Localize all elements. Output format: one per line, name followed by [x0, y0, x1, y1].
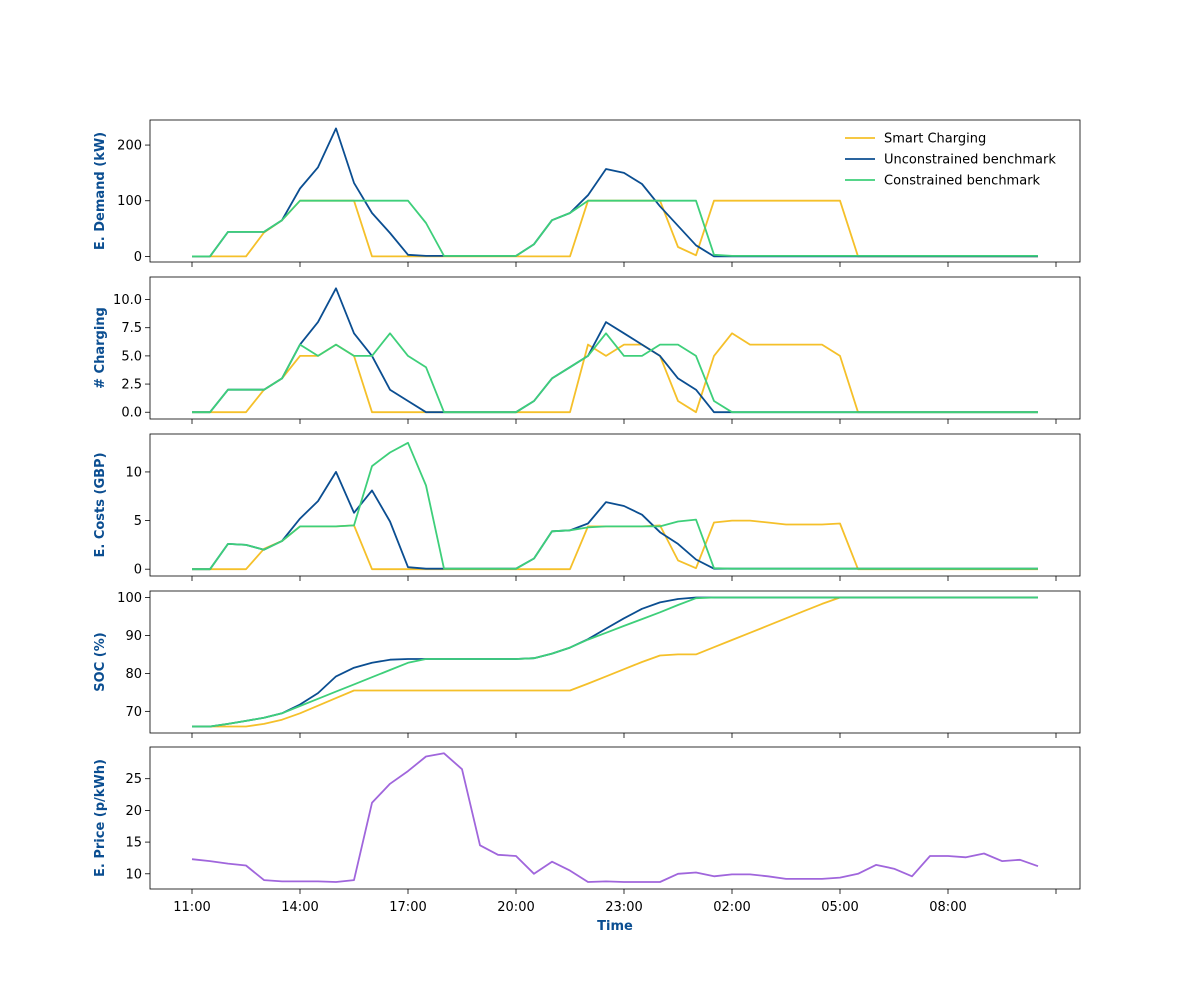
y-axis-label: # Charging — [93, 307, 108, 389]
series-line-constrained-benchmark — [192, 199, 1038, 258]
y-tick-label: 7.5 — [121, 321, 142, 336]
x-tick-label: 17:00 — [389, 900, 426, 915]
panel-frame — [149, 433, 1081, 577]
x-axis-label: Time — [597, 919, 633, 934]
series-line-smart-charging — [192, 519, 1038, 571]
y-tick-label: 70 — [125, 705, 142, 720]
y-axis-label: E. Demand (kW) — [93, 132, 108, 250]
y-tick-label: 0 — [134, 250, 142, 265]
y-tick-label: 10.0 — [113, 293, 142, 308]
x-tick-label: 08:00 — [929, 900, 966, 915]
series-line-unconstrained-benchmark — [192, 596, 1038, 728]
y-tick-label: 200 — [117, 139, 142, 154]
y-tick-label: 10 — [125, 867, 142, 882]
x-tick-label: 11:00 — [173, 900, 210, 915]
panel-frame — [149, 590, 1081, 734]
x-tick-label: 20:00 — [497, 900, 534, 915]
y-tick-label: 90 — [125, 629, 142, 644]
x-tick-label: 02:00 — [713, 900, 750, 915]
y-tick-label: 15 — [125, 836, 142, 851]
y-tick-label: 0 — [134, 563, 142, 578]
y-tick-label: 0.0 — [121, 406, 142, 421]
x-tick-label: 14:00 — [281, 900, 318, 915]
series-line-constrained-benchmark — [192, 332, 1038, 414]
series-line-unconstrained-benchmark — [192, 470, 1038, 571]
y-tick-label: 2.5 — [121, 378, 142, 393]
series-line-smart-charging — [192, 596, 1038, 728]
series-line-constrained-benchmark — [192, 441, 1038, 571]
y-tick-label: 25 — [125, 772, 142, 787]
legend-label: Constrained benchmark — [884, 174, 1041, 189]
x-tick-label: 05:00 — [821, 900, 858, 915]
x-tick-label: 23:00 — [605, 900, 642, 915]
series-line-unconstrained-benchmark — [192, 127, 1038, 258]
panel-frame — [149, 276, 1081, 420]
y-axis-label: E. Price (p/kWh) — [93, 759, 108, 877]
y-tick-label: 100 — [117, 194, 142, 209]
panel-frame — [149, 119, 1081, 263]
legend-label: Unconstrained benchmark — [884, 153, 1056, 168]
legend-label: Smart Charging — [884, 132, 986, 147]
y-tick-label: 5.0 — [121, 349, 142, 364]
y-axis-label: E. Costs (GBP) — [93, 452, 108, 557]
series-line-constrained-benchmark — [192, 596, 1038, 728]
y-axis-label: SOC (%) — [93, 632, 108, 691]
y-tick-label: 20 — [125, 804, 142, 819]
y-tick-label: 10 — [125, 465, 142, 480]
y-tick-label: 100 — [117, 591, 142, 606]
series-line-smart-charging — [192, 199, 1038, 258]
series-line-price — [191, 752, 1039, 883]
y-tick-label: 5 — [134, 514, 142, 529]
panel-frame — [149, 746, 1081, 890]
y-tick-label: 80 — [125, 667, 142, 682]
